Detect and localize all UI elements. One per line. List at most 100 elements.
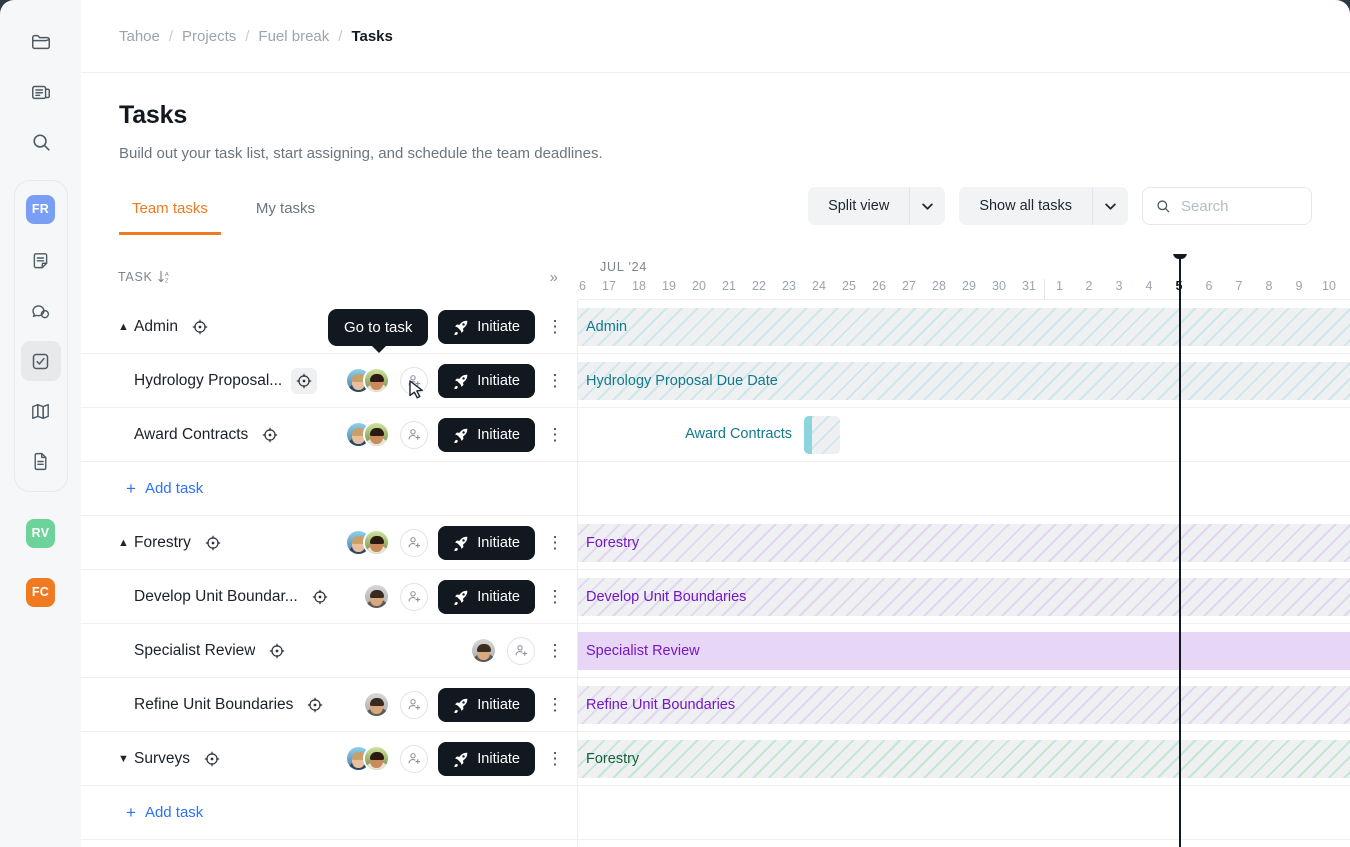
initiate-button[interactable]: Initiate — [438, 309, 535, 344]
gantt-bar-body[interactable]: Forestry — [578, 524, 1350, 562]
add-assignee-button[interactable] — [400, 690, 429, 719]
project-badge-fr[interactable]: FR — [21, 189, 61, 229]
row-menu-icon[interactable]: ⋮ — [546, 532, 564, 552]
project-badge-rv[interactable]: RV — [21, 513, 61, 553]
avatar[interactable] — [363, 691, 391, 718]
sort-az-icon[interactable]: A Z — [157, 269, 173, 285]
chat-icon[interactable] — [21, 291, 61, 331]
gantt-bar[interactable]: Forestry — [578, 524, 1350, 562]
add-task-button[interactable]: + Add task — [118, 480, 203, 497]
search-box[interactable] — [1142, 187, 1312, 225]
task-name: Forestry — [134, 533, 191, 551]
initiate-button[interactable]: Initiate — [438, 363, 535, 398]
breadcrumb-item-projects[interactable]: Projects — [182, 27, 237, 45]
gantt-bar[interactable]: Refine Unit Boundaries — [578, 686, 1350, 724]
tab-team-tasks[interactable]: Team tasks — [119, 200, 221, 235]
gantt-bar[interactable]: Develop Unit Boundaries — [578, 578, 1350, 616]
document-icon[interactable] — [21, 441, 61, 481]
notes-icon[interactable] — [21, 241, 61, 281]
initiate-button[interactable]: Initiate — [438, 579, 535, 614]
initiate-button[interactable]: Initiate — [438, 417, 535, 452]
gantt-bar-body[interactable]: Specialist Review — [578, 632, 1350, 670]
chevron-down-icon[interactable] — [1092, 187, 1128, 225]
row-menu-icon[interactable]: ⋮ — [546, 370, 564, 390]
task-row[interactable]: Hydrology Proposal... Initiate ⋮ — [81, 354, 577, 408]
gantt-bar-handle[interactable] — [804, 416, 812, 454]
gantt-bar-body[interactable] — [812, 416, 840, 454]
breadcrumb-item-tahoe[interactable]: Tahoe — [119, 27, 160, 45]
go-to-task-target-icon[interactable] — [199, 746, 225, 772]
go-to-task-target-icon[interactable] — [302, 692, 328, 718]
gantt-bar[interactable]: Admin — [578, 308, 1350, 346]
row-menu-icon[interactable]: ⋮ — [546, 694, 564, 714]
triangle-down-icon[interactable]: ▼ — [118, 752, 129, 765]
avatar[interactable] — [363, 367, 391, 394]
gantt-bar[interactable]: Forestry — [578, 740, 1350, 778]
go-to-task-target-icon[interactable] — [291, 367, 318, 394]
initiate-button[interactable]: Initiate — [438, 741, 535, 776]
task-column-title[interactable]: TASK A Z — [118, 269, 173, 285]
map-icon[interactable] — [21, 391, 61, 431]
task-group-row[interactable]: ▲ Forestry Initiate ⋮ — [81, 516, 577, 570]
row-menu-icon[interactable]: ⋮ — [546, 586, 564, 606]
go-to-task-target-icon[interactable] — [307, 584, 333, 610]
view-selector-label[interactable]: Split view — [808, 187, 910, 225]
add-assignee-button[interactable] — [400, 744, 429, 773]
go-to-task-target-icon[interactable] — [200, 530, 226, 556]
add-assignee-button[interactable] — [400, 420, 429, 449]
add-assignee-button[interactable] — [507, 636, 535, 665]
search-input[interactable] — [1181, 197, 1299, 215]
timeline-row — [578, 786, 1350, 840]
assignee-avatars[interactable] — [345, 367, 391, 394]
task-row[interactable]: Award Contracts Initiate ⋮ — [81, 408, 577, 462]
assignee-avatars[interactable] — [363, 583, 391, 610]
assignee-avatars[interactable] — [345, 745, 391, 772]
row-menu-icon[interactable]: ⋮ — [546, 424, 564, 444]
assignee-avatars[interactable] — [345, 421, 391, 448]
add-task-button[interactable]: + Add task — [118, 804, 203, 821]
go-to-task-target-icon[interactable] — [264, 638, 290, 664]
project-badge-fc[interactable]: FC — [21, 572, 61, 612]
assignee-avatars[interactable] — [345, 529, 391, 556]
gantt-bar[interactable]: Specialist Review — [578, 632, 1350, 670]
task-group-row[interactable]: ▼ Surveys Initiate ⋮ — [81, 732, 577, 786]
task-row[interactable]: Develop Unit Boundar... Initiate ⋮ — [81, 570, 577, 624]
add-assignee-button[interactable] — [400, 528, 429, 557]
row-menu-icon[interactable]: ⋮ — [546, 316, 564, 336]
triangle-up-icon[interactable]: ▲ — [118, 320, 129, 333]
gantt-bar-body[interactable]: Hydrology Proposal Due Date — [578, 362, 1350, 400]
go-to-task-target-icon[interactable] — [257, 422, 283, 448]
gantt-bar-body[interactable]: Forestry — [578, 740, 1350, 778]
gantt-bar-body[interactable]: Develop Unit Boundaries — [578, 578, 1350, 616]
news-icon[interactable] — [21, 72, 61, 112]
avatar[interactable] — [363, 421, 391, 448]
gantt-bar[interactable]: Award Contracts — [685, 416, 840, 454]
assignee-avatars[interactable] — [470, 637, 497, 664]
collapse-panel-icon[interactable]: » — [549, 268, 558, 286]
avatar[interactable] — [363, 583, 391, 610]
tasks-icon[interactable] — [20, 341, 61, 381]
row-menu-icon[interactable]: ⋮ — [546, 640, 564, 660]
gantt-bar-body[interactable]: Refine Unit Boundaries — [578, 686, 1350, 724]
avatar[interactable] — [470, 637, 497, 664]
task-row[interactable]: Refine Unit Boundaries Initiate ⋮ — [81, 678, 577, 732]
task-name: Hydrology Proposal... — [134, 371, 283, 389]
tab-my-tasks[interactable]: My tasks — [255, 200, 316, 217]
task-row[interactable]: Specialist Review ⋮ — [81, 624, 577, 678]
search-icon[interactable] — [21, 122, 61, 162]
avatar[interactable] — [363, 745, 391, 772]
add-assignee-button[interactable] — [400, 582, 429, 611]
avatar[interactable] — [363, 529, 391, 556]
assignee-avatars[interactable] — [363, 691, 391, 718]
folder-icon[interactable] — [21, 22, 61, 62]
gantt-bar[interactable]: Hydrology Proposal Due Date — [578, 362, 1350, 400]
initiate-button[interactable]: Initiate — [438, 687, 535, 722]
breadcrumb-item-fuel-break[interactable]: Fuel break — [258, 27, 330, 45]
triangle-up-icon[interactable]: ▲ — [118, 536, 129, 549]
chevron-down-icon[interactable] — [909, 187, 946, 225]
initiate-button[interactable]: Initiate — [438, 525, 535, 560]
row-menu-icon[interactable]: ⋮ — [546, 748, 564, 768]
go-to-task-target-icon[interactable] — [187, 314, 213, 340]
filter-selector-label[interactable]: Show all tasks — [959, 187, 1092, 225]
gantt-bar-body[interactable]: Admin — [578, 308, 1350, 346]
